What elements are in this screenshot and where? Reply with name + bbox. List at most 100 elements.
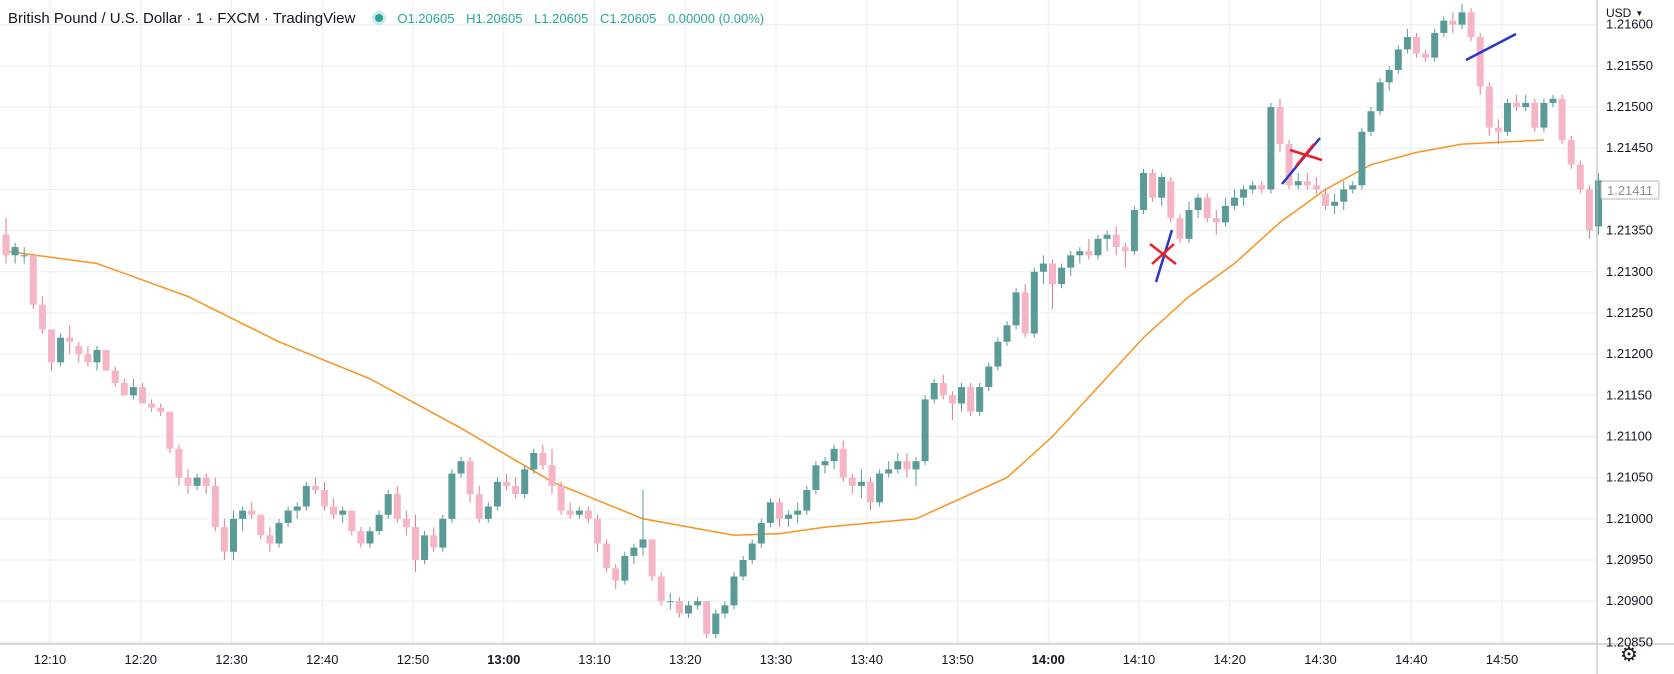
candle [512,477,520,499]
candle [1322,189,1329,210]
trend-line-drawing[interactable] [1465,32,1517,62]
candle-body [84,354,92,363]
candle-body [648,539,656,577]
candle-body [748,543,756,560]
candle [1349,181,1357,194]
candle [530,448,538,474]
candle-body [1094,238,1102,256]
candle [1003,321,1011,346]
candle-body [1531,102,1539,128]
candle-body [730,576,738,606]
candle-body [111,370,119,383]
candle [20,247,28,264]
candle [1485,82,1493,136]
candle [366,527,374,548]
candle-body [1303,181,1311,186]
candle-body [484,506,492,519]
candle-body [548,465,556,486]
candle [867,477,874,511]
candle [1112,226,1120,256]
candle [730,572,738,610]
candle-body [539,452,547,466]
candle-body [1249,185,1257,190]
price-tick-label: 1.21250 [1606,305,1653,320]
candle [1413,32,1420,58]
candle-body [448,473,456,519]
price-tick-label: 1.21000 [1606,511,1653,526]
time-tick-label: 13:40 [850,652,883,667]
candle-body [885,469,893,474]
candle [1312,177,1320,194]
candle-body [1403,37,1411,50]
candle-body [948,395,956,404]
candle [1522,94,1530,112]
candle-body [503,481,510,486]
candle [139,382,146,404]
candle [776,498,783,528]
candle-body [666,601,674,603]
candle [1249,181,1257,194]
candle [948,391,956,420]
time-axis-labels[interactable]: 12:10 12:20 12:30 12:40 12:50 13:00 13:10 13:20… [34,652,1519,667]
candle-body [1467,12,1475,38]
cross-mark-drawing[interactable] [1295,143,1315,167]
candle-body [657,576,665,602]
candle [1449,12,1457,33]
candle-body [339,510,347,515]
candle [412,514,419,573]
candle-body [894,461,902,470]
candle [93,345,101,371]
candle [1076,247,1084,264]
candle-body [1522,102,1530,108]
candle [211,477,219,532]
candle-body [1221,205,1229,223]
candle [712,609,720,639]
price-tick-label: 1.21600 [1606,17,1653,32]
candle-body [575,510,583,515]
candle [1540,98,1548,132]
candle-body [739,560,747,577]
candle-body [1394,49,1402,70]
candle-body [184,477,192,486]
candle-body [1422,53,1430,58]
candle [1094,234,1102,260]
candle-body [776,502,783,519]
candle-body [675,601,683,614]
time-tick-label: 13:10 [578,652,611,667]
candle [1121,242,1129,268]
chart-drawings[interactable] [1149,32,1517,283]
candle-body [757,522,765,544]
symbol-title[interactable]: British Pound / U.S. Dollar · 1 · FXCM ·… [8,9,356,27]
candle [857,469,865,499]
candle-body [357,531,365,544]
candle [375,510,383,536]
price-axis-labels[interactable]: 1.216001.215501.215001.214501.214001.213… [1606,17,1653,650]
candle-body [1121,247,1129,252]
cross-mark-drawing[interactable] [1151,243,1175,265]
candle [1030,267,1038,338]
price-tick-label: 1.21200 [1606,346,1653,361]
gear-icon[interactable]: ⚙ [1620,644,1638,666]
candle-body [985,366,993,388]
candle [912,457,920,486]
candle [1158,172,1166,206]
candle [2,218,10,264]
candle-body [29,255,37,305]
time-tick-label: 12:10 [34,652,67,667]
candle [1240,185,1248,206]
candlestick-series [2,4,1602,639]
candle [885,461,893,478]
candle [293,502,301,519]
high-value: H1.20605 [466,10,523,26]
candle [1085,238,1093,260]
currency-selector[interactable]: USD ▼ [1606,6,1643,20]
price-tick-label: 1.20950 [1606,552,1653,567]
candle-body [1076,251,1084,256]
candle [1140,168,1147,215]
candle-body [1595,180,1602,227]
candle-body [994,341,1002,367]
candle [193,473,201,490]
candle [757,518,765,548]
candle [830,444,838,470]
